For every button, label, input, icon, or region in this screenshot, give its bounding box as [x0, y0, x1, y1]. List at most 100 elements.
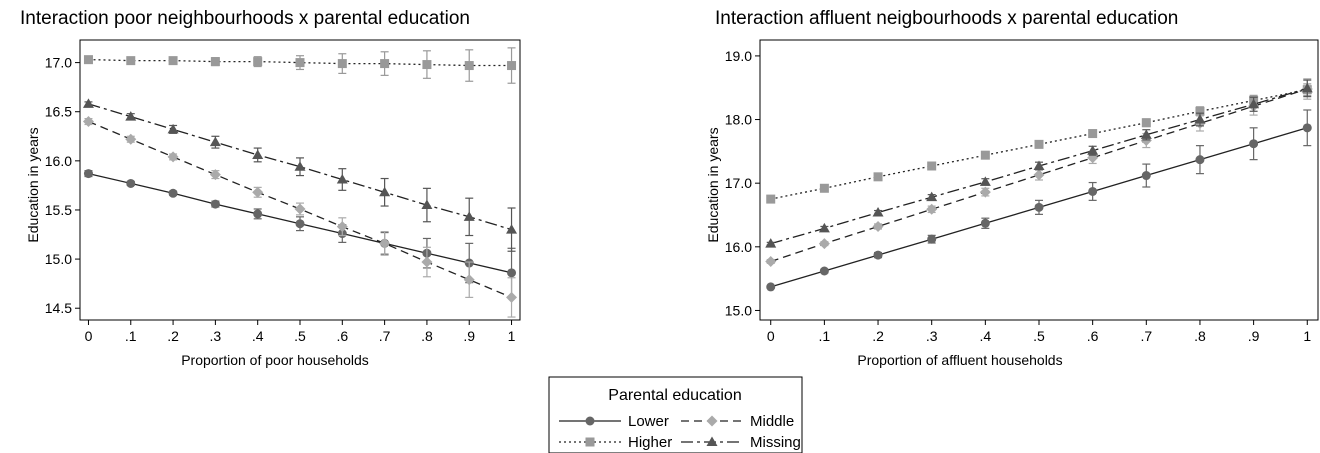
right-y-tick-label: 18.0 — [725, 112, 752, 128]
left-point-missing — [379, 186, 391, 197]
right-point-missing — [926, 191, 938, 202]
right-x-tick-label: 1 — [1303, 328, 1311, 344]
legend-key-missing — [681, 436, 743, 446]
left-point-missing — [209, 136, 221, 147]
right-point-middle — [1033, 169, 1045, 181]
left-point-middle — [379, 237, 391, 249]
left-series-line-missing — [88, 103, 512, 231]
right-point-missing — [818, 222, 830, 233]
left-point-lower — [83, 169, 93, 179]
right-point-lower — [927, 234, 937, 244]
legend-keys — [559, 415, 743, 447]
right-point-higher — [1034, 139, 1044, 149]
right-series-lower — [766, 109, 1312, 292]
right-x-tick-label: .3 — [926, 328, 938, 344]
right-point-missing — [1033, 160, 1045, 170]
left-point-missing — [125, 111, 137, 121]
right-point-higher — [927, 161, 937, 171]
right-plot: 15.0 16.0 17.0 18.0 19.0 0 .1 .2 .3 .4 .5 .6 .7 .8 .9 1 — [725, 39, 1319, 344]
right-point-lower — [873, 250, 883, 260]
left-point-higher — [295, 58, 305, 68]
right-point-missing — [979, 176, 991, 186]
right-x-tick-label: .8 — [1194, 328, 1206, 344]
left-x-tick-label: .1 — [125, 328, 137, 344]
right-point-lower — [1195, 155, 1205, 165]
left-point-lower — [168, 188, 178, 198]
right-point-lower — [1034, 202, 1044, 212]
left-x-tick-label: .4 — [252, 328, 264, 344]
legend: Parental education Lower Middle Higher M… — [548, 376, 803, 453]
right-x-tick-label: .1 — [819, 328, 831, 344]
left-point-higher — [337, 59, 347, 69]
right-x-axis-label: Proportion of affluent households — [857, 352, 1062, 368]
right-point-middle — [872, 220, 884, 232]
legend-title: Parental education — [608, 387, 741, 404]
right-point-middle — [818, 238, 830, 250]
left-x-tick-label: 0 — [85, 328, 93, 344]
right-point-lower — [1249, 139, 1259, 149]
right-point-higher — [1088, 129, 1098, 139]
left-point-middle — [463, 274, 475, 286]
left-series-lower — [83, 169, 517, 299]
legend-marker-middle — [706, 415, 718, 427]
right-y-tick-label: 19.0 — [725, 48, 752, 64]
right-point-higher — [1195, 106, 1205, 116]
left-chart-title: Interaction poor neighbourhoods x parent… — [20, 8, 470, 29]
left-y-tick-label: 15.5 — [45, 202, 72, 218]
legend-label-higher: Higher — [628, 434, 672, 451]
left-point-missing — [167, 123, 179, 134]
right-point-middle — [926, 203, 938, 215]
left-point-middle — [167, 151, 179, 163]
right-x-tick-label: .2 — [872, 328, 884, 344]
left-x-tick-label: .3 — [210, 328, 222, 344]
left-x-tick-label: .5 — [294, 328, 306, 344]
left-point-missing — [294, 161, 306, 171]
left-series-higher — [83, 47, 517, 84]
left-point-lower — [295, 219, 305, 229]
left-x-tick-label: .7 — [379, 328, 391, 344]
left-y-axis-label: Education in years — [25, 127, 41, 242]
left-point-lower — [253, 209, 263, 219]
right-point-higher — [766, 194, 776, 204]
left-plot-frame — [79, 39, 521, 321]
right-point-missing — [872, 206, 884, 217]
right-point-middle — [979, 186, 991, 198]
left-point-higher — [126, 56, 136, 66]
left-x-tick-label: .8 — [421, 328, 433, 344]
right-point-missing — [1140, 129, 1152, 139]
right-point-higher — [819, 183, 829, 193]
left-series-missing — [82, 98, 518, 252]
right-y-tick-label: 15.0 — [725, 302, 752, 318]
right-point-lower — [980, 218, 990, 228]
left-point-lower — [126, 178, 136, 188]
right-series-higher — [766, 83, 1312, 204]
left-point-missing — [252, 149, 264, 159]
left-point-higher — [83, 55, 93, 65]
right-chart-title: Interaction affluent neigbourhoods x par… — [715, 8, 1178, 29]
legend-label-lower: Lower — [628, 413, 669, 430]
left-x-tick-label: .2 — [167, 328, 179, 344]
right-point-missing — [1301, 82, 1313, 93]
right-x-tick-label: .6 — [1087, 328, 1099, 344]
right-y-axis-label: Education in years — [705, 127, 721, 242]
right-point-missing — [1194, 114, 1206, 124]
left-x-tick-label: .6 — [336, 328, 348, 344]
left-point-missing — [82, 98, 94, 108]
right-point-lower — [766, 282, 776, 292]
right-point-higher — [1141, 118, 1151, 128]
right-series-middle — [765, 78, 1313, 267]
right-point-missing — [1087, 145, 1099, 155]
right-series-missing — [765, 79, 1313, 248]
right-point-lower — [1302, 123, 1312, 133]
left-point-missing — [506, 224, 518, 234]
legend-marker-missing — [706, 436, 718, 446]
left-point-middle — [252, 186, 264, 198]
right-x-tick-label: 0 — [767, 328, 775, 344]
right-point-middle — [765, 255, 777, 267]
right-point-missing — [1248, 98, 1260, 109]
right-x-tick-label: .4 — [980, 328, 992, 344]
left-point-middle — [336, 221, 348, 233]
left-y-tick-label: 17.0 — [45, 55, 72, 71]
